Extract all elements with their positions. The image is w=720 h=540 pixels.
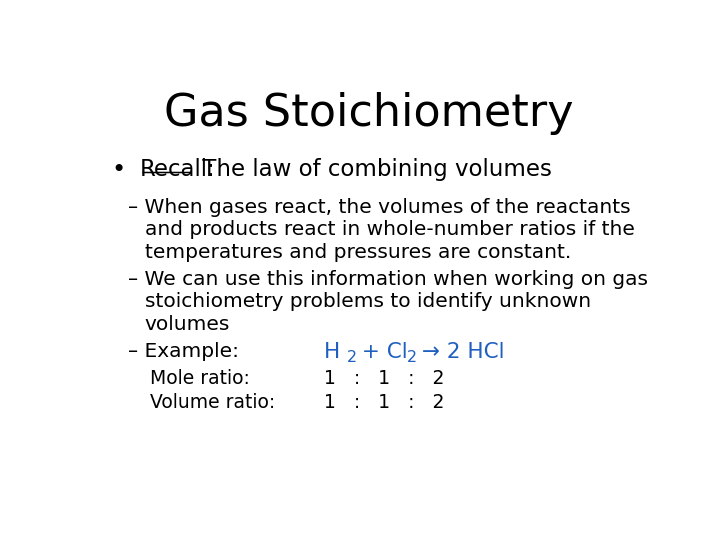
Text: 2: 2 [347,350,357,365]
Text: – We can use this information when working on gas: – We can use this information when worki… [128,269,648,289]
Text: The law of combining volumes: The law of combining volumes [195,158,552,181]
Text: 2: 2 [407,350,417,365]
Text: 1   :   1   :   2: 1 : 1 : 2 [324,393,445,412]
Text: Gas Stoichiometry: Gas Stoichiometry [164,92,574,135]
Text: – Example:: – Example: [128,342,239,361]
Text: •: • [111,158,125,183]
Text: 1   :   1   :   2: 1 : 1 : 2 [324,368,445,388]
Text: volumes: volumes [145,315,230,334]
Text: + Cl: + Cl [355,342,408,362]
Text: temperatures and pressures are constant.: temperatures and pressures are constant. [145,243,571,262]
Text: and products react in whole-number ratios if the: and products react in whole-number ratio… [145,220,634,239]
Text: H: H [324,342,341,362]
Text: Volume ratio:: Volume ratio: [150,393,276,412]
Text: Mole ratio:: Mole ratio: [150,368,250,388]
Text: stoichiometry problems to identify unknown: stoichiometry problems to identify unkno… [145,292,591,311]
Text: – When gases react, the volumes of the reactants: – When gases react, the volumes of the r… [128,198,631,217]
Text: Recall:: Recall: [140,158,216,181]
Text: → 2 HCl: → 2 HCl [415,342,504,362]
